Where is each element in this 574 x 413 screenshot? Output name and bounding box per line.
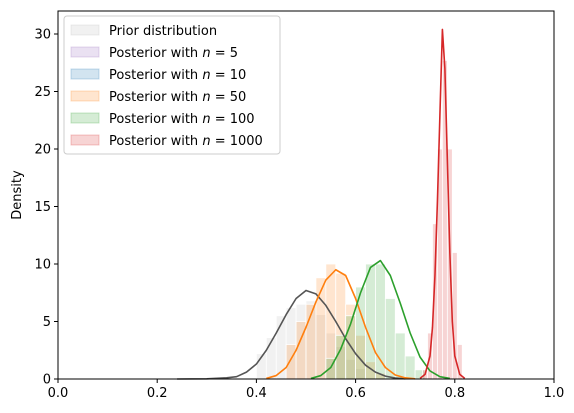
y-tick-label: 10 [34,258,51,273]
histogram-bar-posterior-with-n-100 [365,263,376,380]
y-axis-label: Density [10,170,25,220]
x-axis: 0.0 0.2 0.4 0.6 0.8 1.0 [48,379,565,401]
legend-swatch-posterior-with-n-5 [70,46,100,58]
legend-label-posterior-with-n-10: Posterior with n = 10 [109,68,246,83]
legend-swatch-posterior-with-n-100 [70,112,100,124]
legend-text: Posterior with [109,112,202,127]
legend-text: Posterior with [109,68,202,83]
legend-swatch-prior-distribution [70,24,100,36]
y-tick-label: 20 [34,143,51,158]
legend-math-variable: n [202,90,210,105]
y-tick-label: 0 [43,373,51,388]
histogram-bar-posterior-with-n-100 [375,263,386,380]
legend-text: Posterior with [109,90,202,105]
legend-math-value: = 100 [211,112,255,127]
x-tick-label: 0.2 [147,386,168,401]
histogram-bar-posterior-with-n-50 [315,277,327,380]
x-tick-label: 1.0 [544,386,565,401]
y-tick-label: 5 [43,315,51,330]
histogram-bar-posterior-with-n-50 [285,344,297,380]
legend-label-posterior-with-n-50: Posterior with n = 50 [109,90,246,105]
kde-curve-posterior-with-n-50 [266,268,416,380]
legend-math-variable: n [202,112,210,127]
legend-swatch-posterior-with-n-1000 [70,134,100,146]
histogram-bar-prior-distribution [265,337,277,380]
legend-swatch-posterior-with-n-50 [70,90,100,102]
legend-text: Posterior with [109,134,202,149]
x-tick-label: 0.8 [444,386,465,401]
y-axis: 0 5 10 15 20 25 30 [34,28,58,388]
legend-math-value: = 1000 [211,134,263,149]
legend-swatch-posterior-with-n-10 [70,68,100,80]
legend-math-variable: n [202,46,210,61]
legend-label-posterior-with-n-5: Posterior with n = 5 [109,46,238,61]
y-tick-label: 25 [34,85,51,100]
histogram-bar-posterior-with-n-100 [394,332,406,380]
x-tick-label: 0.6 [345,386,366,401]
y-tick-label: 15 [34,200,51,215]
legend-math-value: = 10 [211,68,247,83]
legend-label-posterior-with-n-100: Posterior with n = 100 [109,112,255,127]
legend-math-variable: n [202,68,210,83]
legend-text: Posterior with [109,46,202,61]
plot-frame [57,10,555,380]
legend-math-variable: n [202,134,210,149]
histogram-bar-posterior-with-n-100 [384,298,396,380]
histogram-bar-posterior-with-n-100 [404,355,416,380]
kde-curve-prior-distribution [177,289,406,380]
legend-math-value: = 5 [211,46,238,61]
x-tick-label: 0.0 [48,386,69,401]
legend-label-prior-distribution: Prior distribution [109,24,217,39]
kde-curve-posterior-with-n-1000 [419,28,466,380]
legend-text: Prior distribution [109,24,217,39]
legend-label-posterior-with-n-1000: Posterior with n = 1000 [109,134,263,149]
kde-curves [177,28,466,380]
x-tick-label: 0.4 [246,386,267,401]
legend-math-value: = 50 [211,90,247,105]
legend-box [63,15,281,155]
y-tick-label: 30 [34,28,51,43]
